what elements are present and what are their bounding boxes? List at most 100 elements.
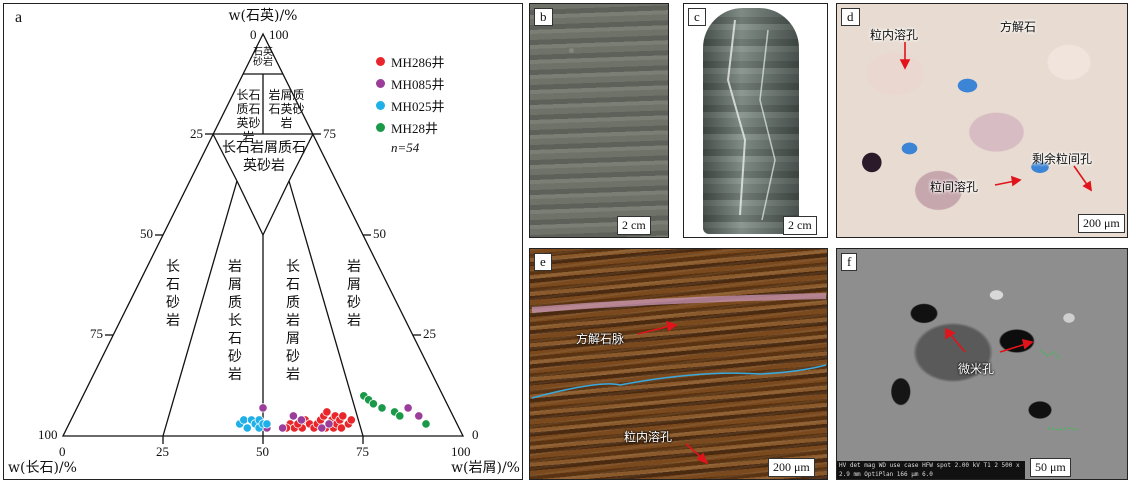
legend-item-mh085: MH085井 <box>376 74 444 93</box>
panel-b-scale-text: 2 cm <box>622 218 646 232</box>
panel-a-frame <box>3 3 523 480</box>
legend-item-mh025: MH025井 <box>376 96 444 115</box>
data-point-series-3 <box>395 411 405 421</box>
data-point-series-0 <box>338 411 348 421</box>
data-point-series-1 <box>288 411 298 421</box>
panel-c-core <box>703 8 799 234</box>
panel-f-info-text: HV det mag WD use case HFW spot 2.00 kV … <box>839 462 1020 478</box>
field-litharenite: 岩屑砂岩 <box>347 259 361 329</box>
panel-d-annotation-residual: 剩余粒间孔 <box>1032 152 1093 166</box>
tick-base-25: 25 <box>156 444 169 459</box>
field-feld-lith-quartz: 长石岩屑质石英砂岩 <box>222 140 306 174</box>
axis-title-lithic: w(岩屑)/% <box>451 460 520 476</box>
panel-e-label: e <box>534 253 552 271</box>
data-point-series-1 <box>296 415 306 425</box>
panel-f-info-bar: HV det mag WD use case HFW spot 2.00 kV … <box>837 461 1025 479</box>
tick-base-75: 75 <box>356 444 369 459</box>
panel-f-scale-bar: 50 μm <box>1030 458 1071 477</box>
data-point-series-0 <box>322 407 332 417</box>
data-point-series-1 <box>317 423 327 433</box>
data-point-series-2 <box>242 423 252 433</box>
legend-sample-count: n=54 <box>391 140 419 156</box>
panel-d-photo <box>836 3 1128 238</box>
split-line-join-right <box>262 180 290 236</box>
panel-d-scale-bar: 200 μm <box>1078 214 1125 233</box>
tick-apex-right-0: 0 <box>472 427 479 442</box>
panel-b-label: b <box>534 8 553 26</box>
panel-c-scale-text: 2 cm <box>788 218 812 232</box>
panel-e-annotation-calcite-vein: 方解石脉 <box>576 332 625 346</box>
legend-dot-mh286 <box>376 57 385 66</box>
panel-b-scale-bar: 2 cm <box>617 216 651 235</box>
panel-d-annotation-intragranular: 粒内溶孔 <box>870 28 919 42</box>
panel-e-annotation-intragranular: 粒内溶孔 <box>624 430 673 444</box>
data-point-series-1 <box>414 411 424 421</box>
panel-f-photo <box>836 248 1128 480</box>
panel-e-scale-text: 200 μm <box>773 460 810 474</box>
field-lith-quartz: 岩屑质石英砂岩 <box>268 88 305 130</box>
tick-base-100: 100 <box>451 444 471 459</box>
legend-dot-mh085 <box>376 79 385 88</box>
tick-right-50: 50 <box>373 226 386 241</box>
legend-item-mh28: MH28井 <box>376 118 438 137</box>
data-point-series-1 <box>258 403 268 413</box>
data-point-series-2 <box>262 419 272 429</box>
field-feld-quartz: 长石质石英砂岩 <box>236 88 261 144</box>
legend-n-label: n=54 <box>391 140 420 155</box>
data-point-series-3 <box>368 399 378 409</box>
feld-lith-quartz-left <box>212 133 238 182</box>
tick-right-25: 25 <box>423 326 436 341</box>
panel-c-scale-bar: 2 cm <box>783 216 817 235</box>
panel-b-photo <box>529 3 669 238</box>
tick-base-50: 50 <box>256 444 269 459</box>
panel-d-label: d <box>841 8 860 26</box>
field-arkose: 长石砂岩 <box>166 259 180 329</box>
panel-f-annotation-micropore: 微米孔 <box>958 362 995 376</box>
tick-apex-left-100: 100 <box>38 427 58 442</box>
legend-label-mh025: MH025井 <box>391 99 445 114</box>
panel-c-label: c <box>688 8 706 26</box>
feld-lith-quartz-right <box>288 133 314 182</box>
panel-d-scale-text: 200 μm <box>1083 216 1120 230</box>
panel-f-scale-text: 50 μm <box>1035 460 1066 474</box>
panel-e-scale-bar: 200 μm <box>768 458 815 477</box>
data-point-series-3 <box>377 403 387 413</box>
panel-a-label: a <box>10 10 28 26</box>
field-quartz-arenite: 石英砂岩 <box>253 47 273 68</box>
legend-label-mh28: MH28井 <box>391 121 438 136</box>
field-feld-litharenite: 长石质岩屑砂岩 <box>286 259 300 383</box>
legend-dot-mh28 <box>376 123 385 132</box>
legend-label-mh286: MH286井 <box>391 55 445 70</box>
tick-left-50: 50 <box>140 226 153 241</box>
scatter-points <box>235 391 431 433</box>
data-point-series-1 <box>277 423 288 433</box>
data-point-series-3 <box>421 419 431 429</box>
split-line-25 <box>162 180 238 437</box>
data-point-series-0 <box>346 415 356 425</box>
data-point-series-1 <box>324 419 334 429</box>
panel-d-annotation-calcite: 方解石 <box>1000 20 1037 34</box>
tick-left-25: 25 <box>190 126 203 141</box>
axis-title-feldspar: w(长石)/% <box>8 460 77 476</box>
field-lithic-arkose: 岩屑质长石砂岩 <box>228 259 242 383</box>
data-point-series-1 <box>403 403 413 413</box>
panel-f-label: f <box>841 253 858 271</box>
panel-d-annotation-intergranular: 粒间溶孔 <box>930 180 979 194</box>
panel-e-photo <box>529 248 828 480</box>
tick-base-0: 0 <box>59 444 66 459</box>
split-line-75 <box>288 180 364 437</box>
tick-apex-top-100: 100 <box>269 27 289 42</box>
legend-label-mh085: MH085井 <box>391 77 445 92</box>
data-point-series-0 <box>336 423 346 433</box>
axis-title-quartz: w(石英)/% <box>228 8 298 24</box>
legend-item-mh286: MH286井 <box>376 52 444 71</box>
tick-right-75: 75 <box>323 126 336 141</box>
legend-dot-mh025 <box>376 101 385 110</box>
tick-apex-top-0: 0 <box>250 27 257 42</box>
split-line-join-left <box>236 180 264 236</box>
